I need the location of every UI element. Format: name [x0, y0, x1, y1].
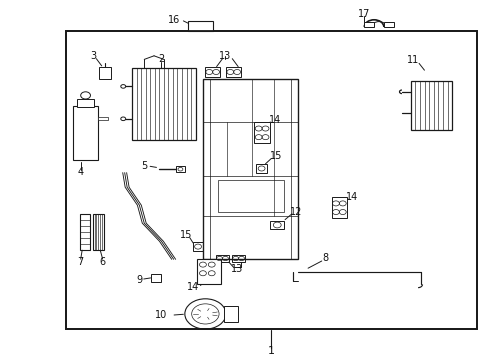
Text: 2: 2: [158, 54, 164, 64]
Bar: [80, 214, 90, 250]
Text: 4: 4: [78, 167, 83, 177]
Text: 10: 10: [155, 310, 167, 320]
Circle shape: [81, 92, 90, 99]
Text: 13: 13: [218, 51, 231, 61]
Text: 1: 1: [267, 346, 274, 356]
Bar: [224, 306, 237, 322]
Text: 12: 12: [289, 207, 302, 217]
Bar: [150, 274, 161, 282]
Text: 8: 8: [322, 253, 327, 264]
Bar: [203, 79, 298, 259]
Bar: [197, 259, 220, 284]
Text: 3: 3: [90, 51, 96, 61]
Text: 14: 14: [186, 282, 199, 292]
Circle shape: [121, 117, 125, 121]
Bar: [188, 21, 212, 31]
Bar: [256, 164, 266, 173]
Bar: [383, 22, 393, 27]
Bar: [215, 255, 229, 262]
Text: 15: 15: [269, 150, 282, 161]
Bar: [410, 81, 451, 130]
Bar: [93, 214, 103, 250]
Bar: [226, 67, 241, 77]
Text: 6: 6: [100, 257, 105, 267]
Bar: [66, 31, 476, 329]
Bar: [217, 180, 283, 212]
Bar: [77, 99, 94, 107]
Text: 7: 7: [78, 257, 83, 267]
Text: 14: 14: [345, 192, 358, 202]
Circle shape: [121, 85, 125, 88]
Bar: [231, 255, 245, 262]
Bar: [205, 67, 220, 77]
Bar: [99, 67, 111, 79]
Text: 14: 14: [268, 114, 281, 125]
Text: 5: 5: [141, 161, 147, 171]
Text: 16: 16: [167, 15, 180, 25]
Bar: [270, 221, 284, 229]
Text: 17: 17: [357, 9, 370, 19]
Bar: [73, 106, 98, 160]
Bar: [176, 166, 184, 172]
Bar: [364, 22, 373, 27]
Circle shape: [178, 167, 183, 171]
FancyArrow shape: [98, 117, 107, 120]
Bar: [331, 197, 346, 218]
Text: 9: 9: [136, 275, 142, 285]
Bar: [66, 31, 476, 329]
Bar: [132, 68, 195, 140]
Bar: [192, 242, 203, 251]
Text: 11: 11: [406, 55, 419, 66]
Bar: [254, 122, 269, 143]
Text: 13: 13: [230, 264, 243, 274]
Text: 15: 15: [179, 230, 192, 240]
